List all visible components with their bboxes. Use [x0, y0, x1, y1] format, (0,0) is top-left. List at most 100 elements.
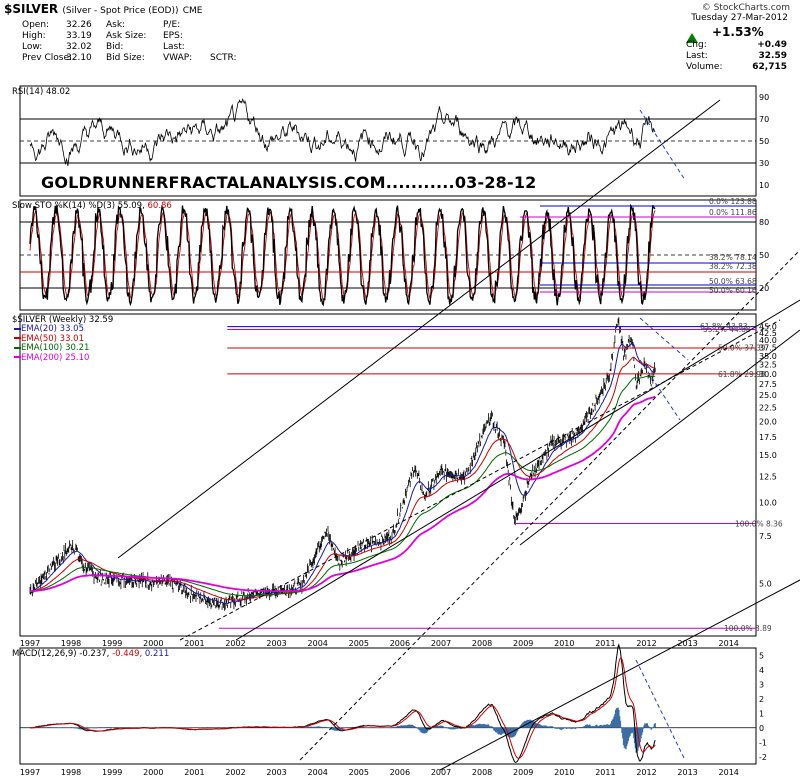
- pe-label: P/E:: [163, 20, 181, 30]
- ask-label: Ask:: [106, 20, 126, 30]
- legend-ema50: EMA(50) 33.01: [14, 334, 89, 345]
- x-tick-label-macd: 2001: [184, 768, 204, 777]
- bid-size-label: Bid Size:: [106, 53, 145, 63]
- fib-label-sto: 0.0% 123.88: [709, 197, 757, 206]
- x-tick-label-price: 2003: [266, 639, 286, 648]
- y-tick-label-price: 42.5: [759, 329, 777, 338]
- quote-col-1: Open: 32.26 High: 33.19 Low: 32.02 Prev …: [22, 20, 92, 64]
- open-label: Open:: [22, 20, 50, 30]
- sctr-label: SCTR:: [210, 53, 237, 63]
- trend-channel-line: [235, 299, 800, 641]
- low-label: Low:: [22, 42, 43, 52]
- x-tick-label-macd: 1997: [20, 768, 40, 777]
- chg-label: Chg:: [686, 40, 707, 50]
- trend-channel-line: [299, 249, 800, 761]
- chart-symbol-title: $SILVER (Silver - Spot Price (EOD)) CME: [4, 2, 202, 16]
- last-label: Last:: [686, 51, 708, 61]
- y-tick-label-macd: -1: [759, 738, 767, 747]
- panel-frame-macd: [19, 647, 757, 765]
- open-value: 32.26: [66, 20, 92, 30]
- low-value: 32.02: [66, 42, 92, 52]
- y-tick-label-price: 10.0: [759, 499, 777, 508]
- x-tick-label-macd: 2009: [513, 768, 533, 777]
- fib-label-price: 50.0% 37.39: [718, 344, 766, 353]
- panel-frame-price: [19, 313, 757, 637]
- y-tick-label-macd: 5: [759, 651, 764, 660]
- y-tick-label-rsi: 70: [759, 115, 769, 124]
- x-tick-label-price: 2001: [184, 639, 204, 648]
- y-tick-label-sto: 20: [759, 284, 769, 293]
- ema20-line: [29, 343, 656, 605]
- fib-label-sto: 38.2% 78.14: [709, 253, 757, 262]
- y-tick-label-macd: 1: [759, 709, 764, 718]
- x-tick-label-macd: 2014: [719, 768, 739, 777]
- fib-label-sto: 50.0% 63.68: [709, 277, 757, 286]
- x-tick-label-macd: 1999: [102, 768, 122, 777]
- price-title: $SILVER (Weekly) 32.59: [12, 315, 114, 325]
- volume-label: Volume:: [686, 62, 723, 72]
- fib-label-price: 100.0% 8.36: [735, 520, 783, 529]
- x-tick-label-price: 2000: [143, 639, 163, 648]
- y-tick-label-sto: 50: [759, 251, 769, 260]
- x-tick-label-price: 2005: [349, 639, 369, 648]
- x-tick-label-macd: 2008: [472, 768, 492, 777]
- bid-label: Bid:: [106, 42, 124, 52]
- trend-channel-line: [117, 99, 721, 559]
- prev-close-value: 32.10: [66, 53, 92, 63]
- x-tick-label-price: 2012: [636, 639, 656, 648]
- macd-signal-line: [29, 657, 656, 759]
- x-tick-label-macd: 2002: [225, 768, 245, 777]
- last-label-2: Last:: [163, 42, 185, 52]
- x-tick-label-price: 2011: [595, 639, 615, 648]
- rsi-line: [29, 97, 656, 166]
- x-tick-label-macd: 2013: [677, 768, 697, 777]
- eps-label: EPS:: [163, 31, 183, 41]
- legend-ema20: EMA(20) 33.05: [14, 324, 89, 335]
- x-tick-label-price: 2013: [677, 639, 697, 648]
- x-tick-label-price: 1997: [20, 639, 40, 648]
- date: Tuesday 27-Mar-2012: [691, 13, 788, 23]
- x-tick-label-macd: 2006: [390, 768, 410, 777]
- y-tick-label-rsi: 30: [759, 159, 769, 168]
- y-tick-label-price: 27.5: [759, 380, 777, 389]
- high-label: High:: [22, 31, 46, 41]
- x-tick-label-price: 2004: [308, 639, 328, 648]
- fib-label-sto: 50.0% 60.16: [709, 286, 757, 295]
- x-tick-label-macd: 2000: [143, 768, 163, 777]
- trend-channel-line: [179, 319, 781, 641]
- y-tick-label-price: 30.0: [759, 370, 777, 379]
- sto-k-line: [29, 203, 656, 307]
- quote-col-4: Chg: Last: Volume:: [686, 40, 723, 73]
- downtrend-line: [639, 317, 689, 361]
- y-tick-label-price: 35.0: [759, 352, 777, 361]
- y-tick-label-macd: 0: [759, 724, 764, 733]
- quote-col-2: Ask: Ask Size: Bid: Bid Size:: [106, 20, 146, 64]
- legend-ema200: EMA(200) 25.10: [14, 353, 89, 364]
- x-tick-label-price: 2002: [225, 639, 245, 648]
- x-tick-label-price: 2010: [554, 639, 574, 648]
- y-tick-label-price: 15.0: [759, 451, 777, 460]
- y-tick-label-rsi: 10: [759, 181, 769, 190]
- rsi-title: RSI(14) 48.02: [12, 87, 71, 97]
- x-tick-label-price: 2007: [431, 639, 451, 648]
- ema100-line: [29, 375, 656, 597]
- y-tick-label-price: 20.0: [759, 417, 777, 426]
- quote-col-3: P/E: EPS: Last: VWAP: SCTR:: [163, 20, 237, 64]
- fib-label-price: 55.2% 44.88: [703, 325, 751, 334]
- x-tick-label-price: 1999: [102, 639, 122, 648]
- quote-col-5: +0.49 32.59 62,715: [752, 40, 787, 73]
- ema-legend: EMA(20) 33.05 EMA(50) 33.01 EMA(100) 30.…: [14, 324, 89, 364]
- exchange: CME: [182, 6, 203, 16]
- y-tick-label-macd: -2: [759, 753, 767, 762]
- macd-title: MACD(12,26,9) -0.237, -0.449, 0.211: [12, 649, 170, 659]
- high-value: 33.19: [66, 31, 92, 41]
- volume-value: 62,715: [752, 62, 787, 72]
- y-tick-label-price: 5.0: [759, 580, 772, 589]
- credit[interactable]: © StockCharts.com: [701, 3, 790, 13]
- y-tick-label-price: 12.5: [759, 472, 777, 481]
- last-value: 32.59: [758, 51, 787, 61]
- y-tick-label-price: 32.5: [759, 360, 777, 369]
- x-tick-label-macd: 2011: [595, 768, 615, 777]
- y-tick-label-price: 37.5: [759, 344, 777, 353]
